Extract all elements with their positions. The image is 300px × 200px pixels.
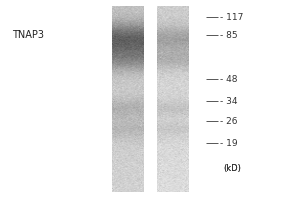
- Text: - 19: - 19: [220, 138, 238, 147]
- Text: - 48: - 48: [220, 74, 238, 84]
- Text: TNAP3: TNAP3: [12, 30, 44, 40]
- Text: - 85: - 85: [220, 30, 238, 40]
- Text: (kD): (kD): [224, 163, 242, 172]
- Text: - 26: - 26: [220, 116, 238, 126]
- Text: - 34: - 34: [220, 97, 238, 106]
- Text: - 117: - 117: [220, 12, 244, 21]
- Text: (kD): (kD): [224, 163, 242, 172]
- Text: - -: - -: [112, 25, 122, 34]
